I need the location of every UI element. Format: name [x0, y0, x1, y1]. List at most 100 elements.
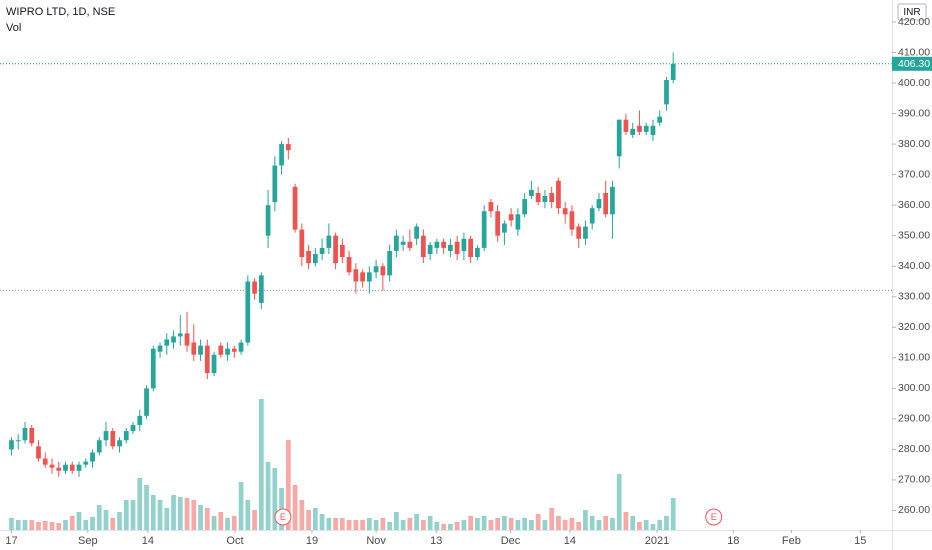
volume-bar — [508, 518, 514, 530]
volume-bar — [76, 512, 82, 530]
volume-bar — [231, 516, 237, 530]
volume-bar — [421, 520, 426, 530]
volume-bar — [637, 522, 642, 530]
volume-bar — [535, 514, 541, 530]
candle-body — [137, 415, 143, 425]
candle-body — [488, 202, 494, 212]
candle-body — [394, 235, 399, 251]
volume-bar — [522, 518, 528, 530]
volume-bar — [198, 505, 203, 530]
event-label: E — [280, 512, 286, 522]
x-tick-label: 17 — [5, 535, 17, 547]
candle-body — [130, 424, 136, 432]
candle-body — [562, 208, 568, 215]
candle-body — [549, 192, 555, 203]
x-tick-label: 14 — [564, 535, 576, 547]
candle-body — [400, 241, 406, 245]
candle-body — [657, 116, 663, 123]
candle-body — [279, 144, 284, 166]
x-tick-label: 13 — [430, 535, 442, 547]
volume-bar — [272, 468, 278, 530]
volume-bar — [150, 495, 156, 530]
candle-body — [103, 431, 109, 441]
volume-bar — [333, 518, 338, 530]
volume-bar — [427, 516, 433, 530]
candle-body — [414, 226, 419, 239]
candle-body — [265, 205, 271, 236]
candle-body — [9, 440, 14, 450]
x-tick-label: 18 — [727, 535, 739, 547]
candle-body — [144, 388, 149, 416]
y-tick-label: 390.00 — [898, 107, 930, 119]
candle-body — [225, 348, 230, 355]
candle-body — [475, 247, 480, 258]
volume-bar — [184, 498, 190, 530]
y-tick-label: 300.00 — [898, 382, 930, 394]
volume-bar — [9, 518, 14, 530]
x-tick-label: 19 — [306, 535, 318, 547]
x-tick-label: 14 — [142, 535, 154, 547]
volume-bar — [549, 508, 555, 530]
volume-bar — [123, 500, 129, 530]
candle-body — [448, 244, 453, 251]
candle-body — [245, 281, 251, 343]
candle-body — [481, 211, 487, 248]
volume-bar — [346, 520, 352, 530]
volume-bar — [434, 522, 440, 530]
candle-body — [495, 211, 501, 236]
volume-bar — [529, 520, 534, 530]
volume-bar — [144, 485, 149, 530]
volume-bar — [130, 500, 136, 530]
volume-bar — [96, 505, 102, 530]
candle-body — [339, 244, 345, 258]
candle-body — [441, 241, 446, 248]
candle-body — [29, 428, 35, 444]
volume-bar — [204, 508, 210, 530]
volume-bar — [312, 508, 318, 530]
y-tick-label: 330.00 — [898, 291, 930, 303]
candle-body — [22, 428, 28, 441]
volume-bar — [380, 518, 386, 530]
event-marker — [274, 508, 292, 526]
volume-bar — [29, 520, 35, 530]
candle-body — [468, 238, 474, 258]
volume-bar — [542, 520, 548, 530]
candle-body — [502, 223, 507, 233]
volume-bar — [49, 522, 55, 530]
candle-body — [610, 186, 615, 215]
candle-body — [117, 440, 122, 447]
candle-body — [171, 336, 176, 343]
y-tick-label: 320.00 — [898, 321, 930, 333]
candle-body — [596, 199, 602, 209]
volume-bar — [562, 520, 568, 530]
volume-bar — [265, 462, 271, 530]
candle-body — [380, 266, 386, 276]
volume-bar — [441, 524, 446, 530]
x-tick-label: Nov — [366, 535, 386, 547]
candle-body — [387, 250, 392, 276]
candle-body — [306, 250, 311, 264]
y-tick-label: 270.00 — [898, 474, 930, 486]
candle-body — [63, 464, 68, 471]
volume-bar — [177, 497, 183, 530]
candle-body — [15, 440, 21, 442]
volume-bar — [468, 516, 474, 530]
volume-bar — [488, 520, 494, 530]
volume-bar — [36, 522, 41, 530]
candle-body — [90, 452, 95, 462]
candle-body — [157, 345, 163, 352]
x-tick-label: Oct — [226, 535, 243, 547]
candle-body — [211, 354, 217, 374]
volume-bar — [360, 520, 365, 530]
volume-bar — [306, 510, 311, 530]
candle-body — [643, 125, 649, 132]
volume-bar — [63, 520, 68, 530]
y-tick-label: 260.00 — [898, 504, 930, 516]
volume-bar — [596, 520, 602, 530]
volume-bar — [56, 523, 62, 530]
x-tick-label: Feb — [782, 535, 801, 547]
candle-body — [421, 235, 426, 258]
volume-bar — [414, 514, 419, 530]
volume-bar — [103, 510, 109, 530]
